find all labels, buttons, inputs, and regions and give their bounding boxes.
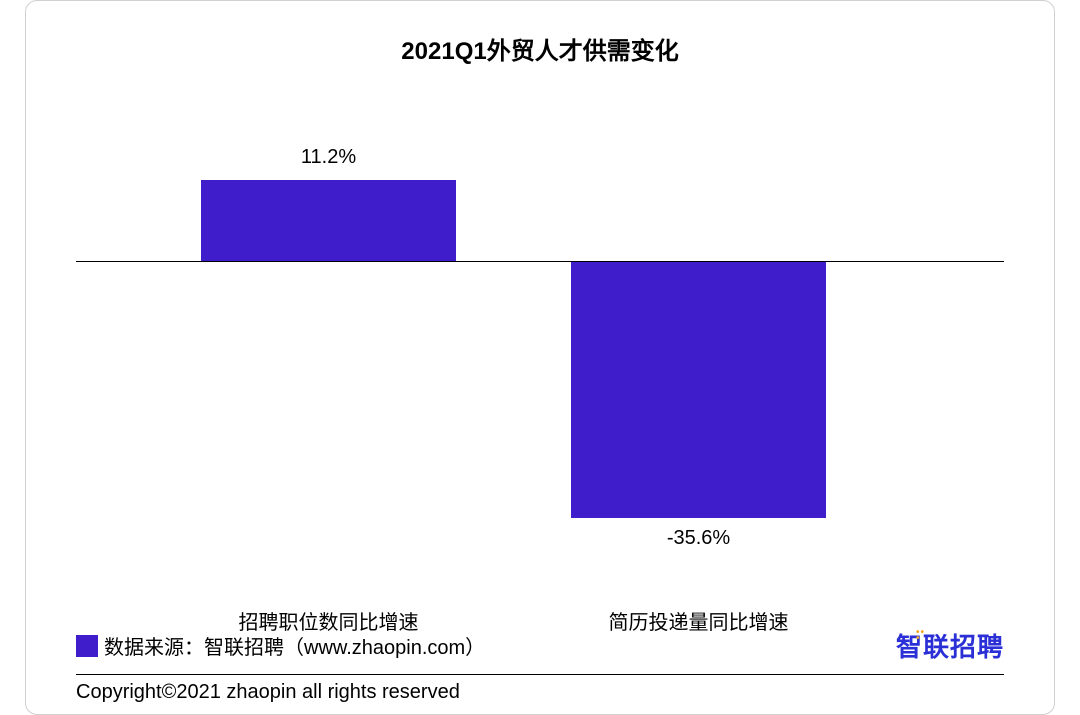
bar-1 — [571, 262, 826, 518]
chart-footer: 数据来源：智联招聘（www.zhaopin.com） 智•• •联招聘 Copy… — [76, 627, 1004, 704]
bar-0 — [201, 180, 456, 261]
footer-divider — [76, 674, 1004, 675]
source-text: 数据来源：智联招聘（www.zhaopin.com） — [104, 631, 485, 660]
chart-title: 2021Q1外贸人才供需变化 — [76, 31, 1004, 66]
legend-swatch — [76, 635, 98, 657]
brand-rest: 联招聘 — [923, 632, 1004, 662]
brand-char-1: 智•• • — [896, 632, 923, 662]
chart-card: 2021Q1外贸人才供需变化 11.2%招聘职位数同比增速-35.6%简历投递量… — [25, 0, 1055, 715]
brand-accent-dots: •• • — [916, 630, 925, 642]
category-label-0: 招聘职位数同比增速 — [201, 606, 456, 635]
source-left: 数据来源：智联招聘（www.zhaopin.com） — [76, 631, 485, 660]
value-label-1: -35.6% — [571, 527, 826, 550]
value-label-0: 11.2% — [201, 146, 456, 169]
brand-logo: 智•• •联招聘 — [896, 627, 1004, 664]
copyright-text: Copyright©2021 zhaopin all rights reserv… — [76, 681, 1004, 704]
category-label-1: 简历投递量同比增速 — [571, 606, 826, 635]
chart-plot-area: 11.2%招聘职位数同比增速-35.6%简历投递量同比增速 — [76, 106, 1004, 617]
chart-baseline — [76, 261, 1004, 262]
